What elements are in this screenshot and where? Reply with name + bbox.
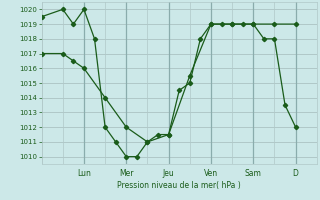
X-axis label: Pression niveau de la mer( hPa ): Pression niveau de la mer( hPa ) <box>117 181 241 190</box>
